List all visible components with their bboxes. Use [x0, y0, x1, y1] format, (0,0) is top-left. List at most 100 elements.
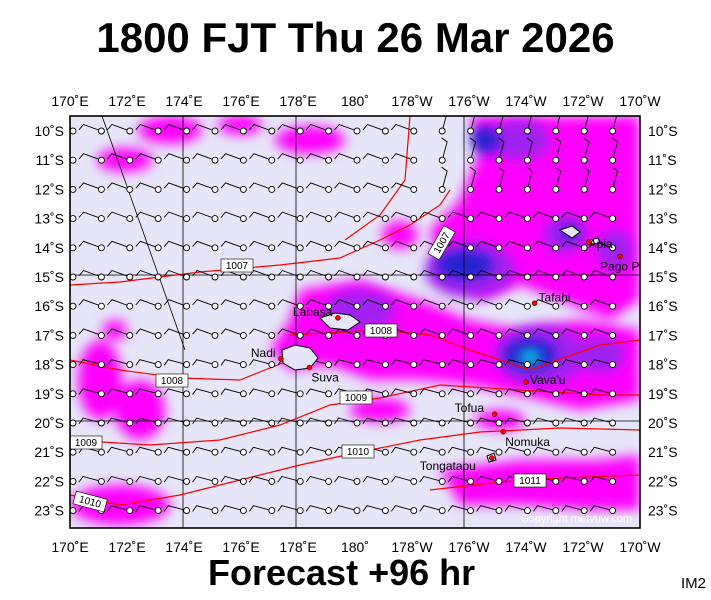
- wind-barb: [305, 240, 333, 252]
- isobar-labels: 1007 1007 1008 1008 1009 1009 1010 1010 …: [70, 225, 547, 513]
- wind-barb: [70, 185, 77, 193]
- wind-barb: [533, 269, 560, 281]
- wind-barb: [135, 182, 162, 193]
- wind-barb: [305, 388, 333, 398]
- wind-barb: [78, 299, 105, 310]
- lat-label: 13˚S: [34, 211, 64, 227]
- map-frame: [69, 115, 641, 529]
- wind-barb: [106, 505, 134, 515]
- wind-barb: [135, 269, 162, 281]
- wind-barb: [249, 153, 276, 164]
- lon-label: 176˚E: [222, 539, 259, 555]
- wind-barb: [533, 328, 560, 339]
- place-labels: Apia Pago Pago Tafahi Labasa Nadi Suva Vava'u T…: [251, 237, 660, 473]
- wind-barb: [107, 123, 134, 135]
- wind-barb: [609, 166, 619, 193]
- lat-label: 17˚S: [34, 327, 64, 343]
- wind-barb: [561, 446, 588, 456]
- wind-barb: [334, 505, 361, 515]
- wind-barb: [305, 153, 333, 164]
- wind-barb: [163, 153, 191, 164]
- place-name: Nadi: [251, 346, 276, 360]
- lon-label: 172˚W: [562, 93, 604, 109]
- wind-barb: [220, 240, 247, 252]
- wind-barb: [334, 182, 361, 193]
- wind-barb: [391, 123, 418, 135]
- wind-barb: [419, 269, 446, 281]
- wind-barb: [107, 153, 134, 164]
- isobar-label: 1010: [72, 490, 108, 513]
- svg-text:1009: 1009: [345, 393, 368, 404]
- wind-barb: [70, 331, 77, 339]
- place-name: Vava'u: [530, 373, 565, 387]
- wind-barb: [220, 182, 247, 193]
- wind-barb: [192, 359, 219, 369]
- lon-labels-bottom: 170˚E 172˚E 174˚E 176˚E 178˚E 180˚ 178˚W 176˚W 1…: [51, 539, 661, 555]
- wind-barb: [192, 299, 219, 310]
- wind-barb: [391, 211, 418, 223]
- lat-label: 22˚S: [34, 473, 64, 489]
- wind-barb: [220, 446, 247, 456]
- lat-label: 11˚S: [35, 152, 64, 168]
- wind-barb: [78, 328, 105, 339]
- wind-barb: [220, 123, 247, 135]
- isobar-label: 1011: [513, 473, 547, 488]
- wind-barb: [476, 417, 503, 427]
- wind-barb: [135, 446, 162, 456]
- wind-barb: [476, 328, 503, 339]
- wind-barb: [70, 477, 77, 485]
- wind-barb: [419, 359, 446, 369]
- wind-barb: [419, 475, 446, 485]
- lat-label: 10˚S: [34, 123, 64, 139]
- lat-label: 12˚S: [648, 181, 678, 197]
- wind-barb: [107, 299, 134, 310]
- wind-barb: [476, 446, 503, 456]
- wind-barb: [107, 240, 134, 252]
- copyright-text: Copyright metvuw.com: [521, 513, 632, 525]
- lon-labels-top: 170˚E 172˚E 174˚E 176˚E 178˚E 180˚ 178˚W 176˚W 1…: [51, 93, 661, 109]
- wind-barb: [561, 388, 588, 398]
- wind-barb: [305, 328, 333, 339]
- wind-barb: [163, 505, 191, 515]
- wind-barb: [447, 417, 475, 427]
- wind-barb: [277, 153, 304, 164]
- svg-text:1007: 1007: [226, 261, 249, 272]
- wind-barb: [419, 211, 446, 223]
- wind-barb: [391, 299, 418, 310]
- wind-barb: [589, 211, 617, 223]
- lat-label: 19˚S: [648, 386, 678, 402]
- wind-barb: [107, 211, 134, 223]
- lon-label: 176˚W: [448, 539, 490, 555]
- wind-barb: [163, 240, 191, 252]
- wind-barb: [334, 153, 361, 164]
- wind-barb: [362, 240, 389, 252]
- wind-barb: [163, 299, 191, 310]
- wind-barb: [277, 446, 304, 456]
- wind-barb: [249, 211, 276, 223]
- wind-barb: [305, 182, 333, 193]
- wind-barb: [248, 388, 276, 398]
- wind-barb: [504, 328, 531, 339]
- lon-label: 176˚W: [448, 93, 490, 109]
- wind-barb: [248, 446, 276, 456]
- lon-label: 170˚W: [619, 539, 661, 555]
- place-marker: [491, 411, 498, 417]
- wind-barb: [589, 359, 617, 369]
- place-name: Pago Pago: [600, 260, 660, 274]
- lon-label: 170˚E: [51, 539, 88, 555]
- wind-barb: [334, 269, 361, 281]
- wind-barb: [504, 388, 531, 398]
- wind-barb: [107, 182, 134, 193]
- wind-barb: [163, 475, 191, 485]
- wind-barb: [362, 475, 389, 485]
- lat-label: 17˚S: [648, 327, 678, 343]
- wind-barb: [532, 446, 560, 456]
- place-marker: [531, 300, 538, 307]
- wind-barb: [476, 505, 503, 515]
- wind-barb: [561, 299, 588, 310]
- wind-barb: [467, 166, 477, 193]
- wind-barb: [609, 116, 618, 135]
- lat-label: 15˚S: [648, 269, 678, 285]
- wind-barb: [106, 446, 134, 456]
- lon-label: 178˚E: [279, 539, 316, 555]
